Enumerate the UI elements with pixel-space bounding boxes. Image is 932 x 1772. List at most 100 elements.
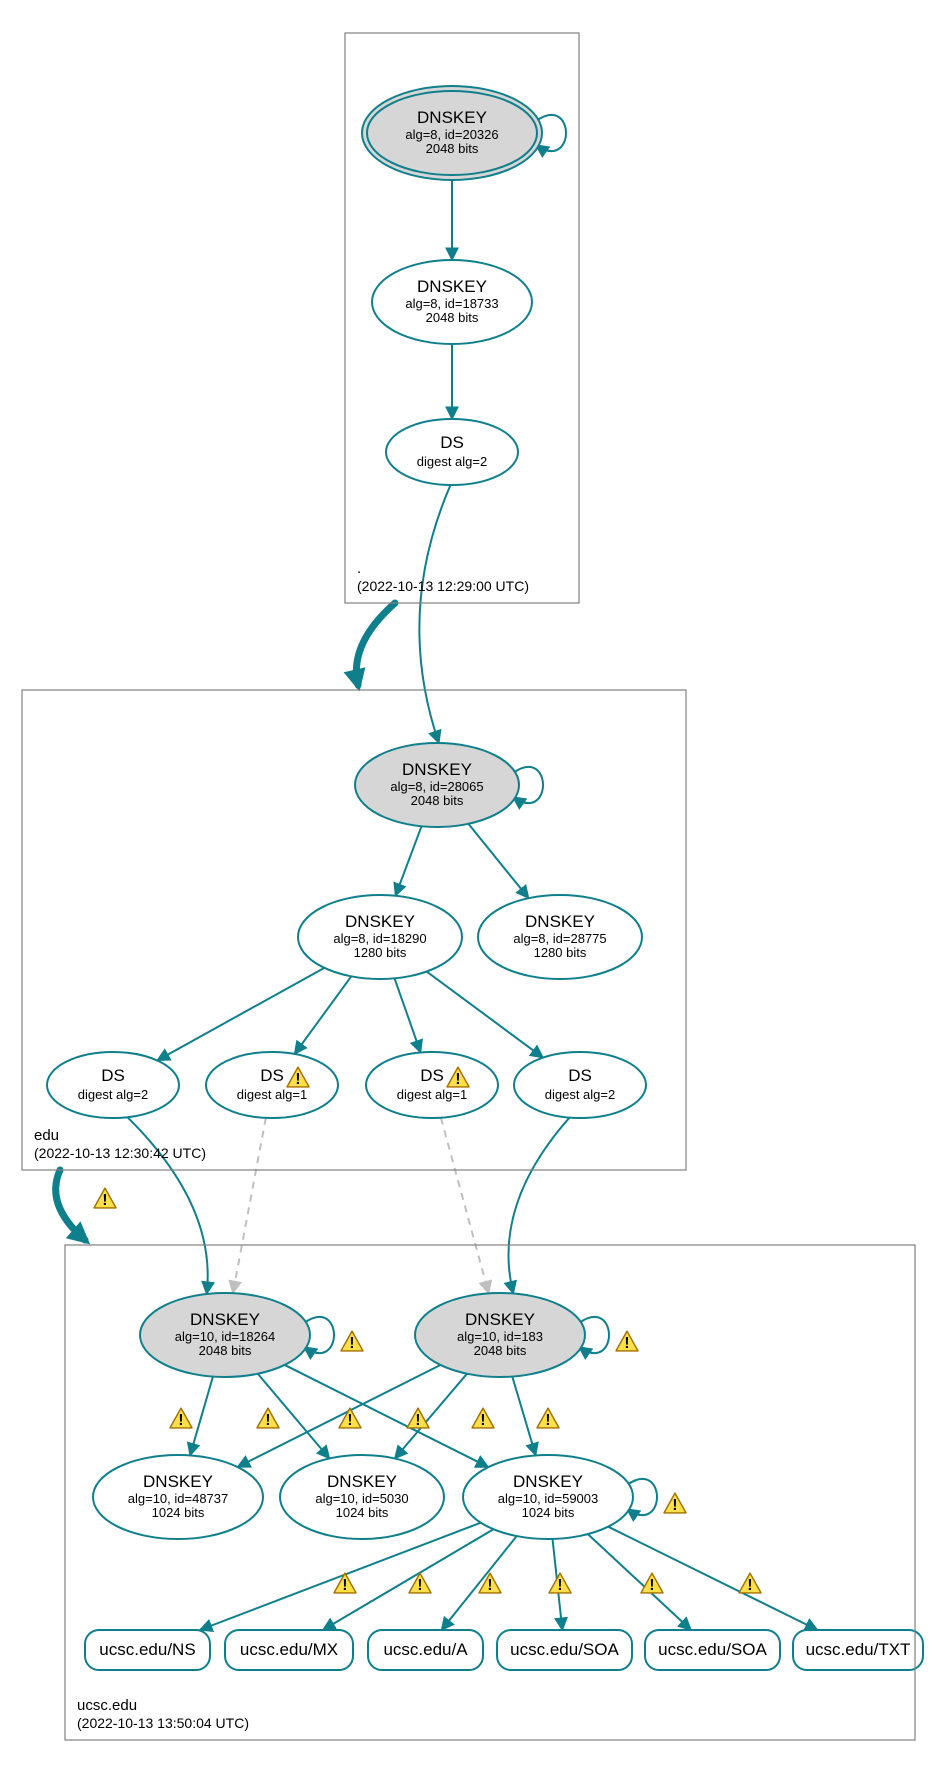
svg-text:digest alg=2: digest alg=2	[545, 1087, 615, 1102]
svg-text:alg=8, id=28065: alg=8, id=28065	[390, 779, 483, 794]
svg-text:!: !	[672, 1497, 677, 1514]
svg-text:!: !	[557, 1577, 562, 1594]
svg-text:DNSKEY: DNSKEY	[402, 760, 472, 779]
node-root_ds: DSdigest alg=2	[386, 419, 518, 485]
edge-edu_ksk-edu_zsk1	[395, 826, 421, 896]
svg-text:2048 bits: 2048 bits	[426, 310, 479, 325]
node-edu_ds4: DSdigest alg=2	[514, 1052, 646, 1118]
node-edu_zsk2: DNSKEYalg=8, id=287751280 bits	[478, 895, 642, 979]
svg-text:!: !	[455, 1071, 460, 1088]
node-edu_ds1: DS digest alg=2	[47, 1052, 179, 1118]
svg-text:!: !	[102, 1192, 107, 1209]
node-rr_txt: ucsc.edu/TXT	[793, 1630, 923, 1670]
svg-text:!: !	[265, 1412, 270, 1429]
node-ucsc_zsk1: DNSKEYalg=10, id=487371024 bits	[93, 1455, 263, 1539]
node-ucsc_ksk2: DNSKEYalg=10, id=1832048 bits	[415, 1293, 585, 1377]
warning-icon: !	[664, 1493, 686, 1514]
svg-text:ucsc.edu/NS: ucsc.edu/NS	[99, 1640, 195, 1659]
zone-edu-timestamp: (2022-10-13 12:30:42 UTC)	[34, 1145, 206, 1161]
svg-text:digest alg=1: digest alg=1	[397, 1087, 467, 1102]
svg-text:digest alg=2: digest alg=2	[417, 454, 487, 469]
svg-text:alg=8, id=28775: alg=8, id=28775	[513, 931, 606, 946]
svg-text:2048 bits: 2048 bits	[474, 1343, 527, 1358]
edge-edu_ds1-ucsc_ksk1	[127, 1117, 207, 1294]
edge-edu_ds4-ucsc_ksk2	[509, 1118, 570, 1294]
edge-ucsc_zsk3-rr_ns	[200, 1523, 481, 1630]
warning-icon: !	[339, 1408, 361, 1429]
edge-edu_ksk-edu_zsk2	[468, 824, 528, 898]
edge-edu_zsk1-edu_ds2	[295, 976, 352, 1054]
node-edu_ksk: DNSKEYalg=8, id=280652048 bits	[355, 743, 519, 827]
svg-text:!: !	[417, 1577, 422, 1594]
zone-root-timestamp: (2022-10-13 12:29:00 UTC)	[357, 578, 529, 594]
warning-icon: !	[170, 1408, 192, 1429]
svg-text:!: !	[624, 1335, 629, 1352]
svg-text:!: !	[649, 1577, 654, 1594]
svg-text:alg=10, id=18264: alg=10, id=18264	[175, 1329, 275, 1344]
node-ucsc_ksk1: DNSKEYalg=10, id=182642048 bits	[140, 1293, 310, 1377]
edge-edu_ds2-ucsc_ksk1	[233, 1118, 266, 1293]
svg-text:!: !	[545, 1412, 550, 1429]
warning-icon: !	[94, 1188, 116, 1209]
warning-icon: !	[341, 1331, 363, 1352]
edge-ucsc_ksk2-ucsc_zsk3	[512, 1377, 535, 1456]
svg-text:digest alg=2: digest alg=2	[78, 1087, 148, 1102]
zone-ucsc-timestamp: (2022-10-13 13:50:04 UTC)	[77, 1715, 249, 1731]
svg-text:1024 bits: 1024 bits	[522, 1505, 575, 1520]
svg-text:DNSKEY: DNSKEY	[190, 1310, 260, 1329]
edge-ucsc_zsk3-rr_soa2	[588, 1534, 691, 1630]
edge-root_ds-edu_ksk	[419, 485, 450, 743]
svg-text:1024 bits: 1024 bits	[336, 1505, 389, 1520]
svg-text:alg=8, id=20326: alg=8, id=20326	[405, 127, 498, 142]
svg-text:DNSKEY: DNSKEY	[345, 912, 415, 931]
svg-text:alg=8, id=18290: alg=8, id=18290	[333, 931, 426, 946]
svg-text:ucsc.edu/TXT: ucsc.edu/TXT	[806, 1640, 911, 1659]
svg-text:DS: DS	[420, 1066, 444, 1085]
node-rr_ns: ucsc.edu/NS	[85, 1630, 210, 1670]
svg-text:DNSKEY: DNSKEY	[417, 277, 487, 296]
node-rr_soa2: ucsc.edu/SOA	[645, 1630, 780, 1670]
svg-text:ucsc.edu/SOA: ucsc.edu/SOA	[658, 1640, 767, 1659]
svg-text:DNSKEY: DNSKEY	[525, 912, 595, 931]
warning-icon: !	[537, 1408, 559, 1429]
svg-text:!: !	[178, 1412, 183, 1429]
zone-arrow-root-edu	[356, 603, 395, 685]
warning-icon: !	[739, 1573, 761, 1594]
svg-text:alg=10, id=5030: alg=10, id=5030	[315, 1491, 408, 1506]
svg-text:!: !	[342, 1577, 347, 1594]
svg-text:1280 bits: 1280 bits	[354, 945, 407, 960]
svg-text:DNSKEY: DNSKEY	[417, 108, 487, 127]
node-root_ksk: DNSKEYalg=8, id=203262048 bits	[362, 86, 542, 180]
dnssec-chain-diagram: DNSKEYalg=8, id=203262048 bitsDNSKEYalg=…	[0, 0, 932, 1772]
edge-ucsc_ksk1-ucsc_zsk1	[190, 1377, 213, 1456]
svg-text:!: !	[347, 1412, 352, 1429]
node-root_zsk: DNSKEYalg=8, id=187332048 bits	[372, 260, 532, 344]
node-edu_ds3: DS digest alg=1	[366, 1052, 498, 1118]
node-rr_soa1: ucsc.edu/SOA	[497, 1630, 632, 1670]
edge-ucsc_zsk3-rr_txt	[608, 1527, 817, 1630]
svg-text:!: !	[480, 1412, 485, 1429]
svg-text:2048 bits: 2048 bits	[411, 793, 464, 808]
edge-ucsc_ksk1-ucsc_zsk3	[285, 1365, 489, 1467]
svg-text:ucsc.edu/MX: ucsc.edu/MX	[240, 1640, 338, 1659]
svg-text:alg=10, id=183: alg=10, id=183	[457, 1329, 543, 1344]
svg-text:DS: DS	[101, 1066, 125, 1085]
edge-edu_ds3-ucsc_ksk2	[441, 1118, 489, 1294]
zone-arrow-edu-ucsc	[56, 1170, 85, 1240]
zone-edu-label: edu	[34, 1127, 59, 1144]
warning-icon: !	[257, 1408, 279, 1429]
edge-ucsc_ksk2-ucsc_zsk2	[395, 1374, 467, 1459]
warning-icon: !	[334, 1573, 356, 1594]
node-ucsc_zsk2: DNSKEYalg=10, id=50301024 bits	[280, 1455, 444, 1539]
svg-text:2048 bits: 2048 bits	[426, 141, 479, 156]
svg-text:!: !	[295, 1071, 300, 1088]
svg-text:!: !	[349, 1335, 354, 1352]
svg-text:!: !	[487, 1577, 492, 1594]
svg-text:1280 bits: 1280 bits	[534, 945, 587, 960]
svg-text:2048 bits: 2048 bits	[199, 1343, 252, 1358]
svg-text:DS: DS	[260, 1066, 284, 1085]
svg-text:digest alg=1: digest alg=1	[237, 1087, 307, 1102]
warning-icon: !	[479, 1573, 501, 1594]
node-edu_zsk1: DNSKEYalg=8, id=182901280 bits	[298, 895, 462, 979]
svg-text:ucsc.edu/SOA: ucsc.edu/SOA	[510, 1640, 619, 1659]
